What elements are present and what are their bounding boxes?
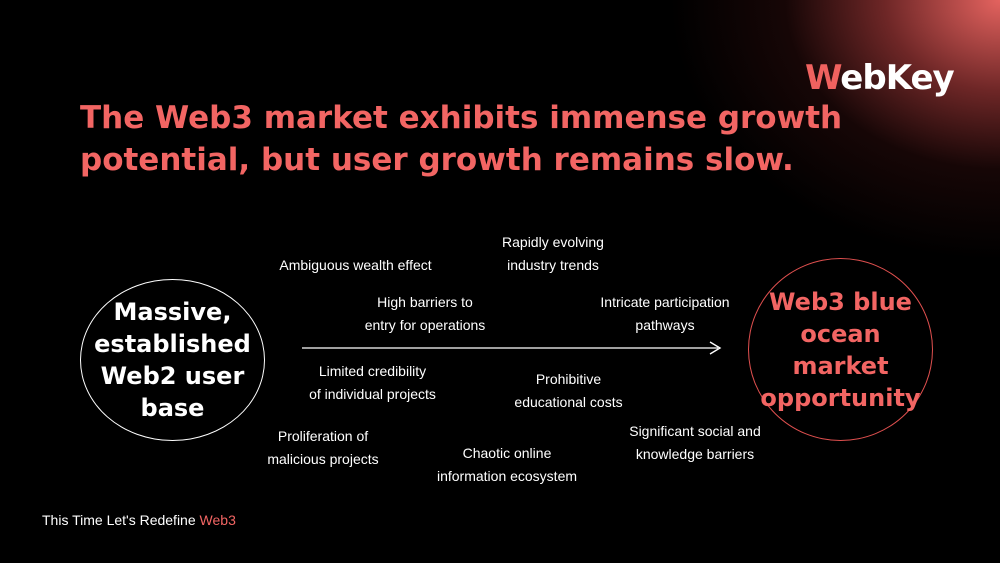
flow-arrow-head <box>709 341 722 355</box>
barrier-participation-pathways: Intricate participation pathways <box>600 294 730 333</box>
footer-tagline: This Time Let's Redefine Web3 <box>42 510 236 530</box>
logo-mark: W <box>805 58 841 98</box>
footer-text: This Time Let's Redefine <box>42 512 200 528</box>
barrier-social-knowledge: Significant social and knowledge barrier… <box>629 423 761 462</box>
barrier-malicious-projects: Proliferation of malicious projects <box>267 428 379 467</box>
barrier-industry-trends: Rapidly evolving industry trends <box>502 234 604 273</box>
logo-text: ebKey <box>840 58 954 98</box>
barrier-entry-operations: High barriers to entry for operations <box>364 294 486 333</box>
web2-user-base-node: Massive, established Web2 user base <box>80 279 265 441</box>
webkey-logo: WebKey <box>805 58 955 98</box>
web3-opportunity-node: Web3 blue ocean market opportunity <box>748 258 933 441</box>
footer-accent: Web3 <box>199 512 236 528</box>
barrier-information-ecosystem: Chaotic online information ecosystem <box>436 445 578 484</box>
flow-arrow <box>302 341 722 355</box>
barrier-project-credibility: Limited credibility of individual projec… <box>309 363 436 402</box>
web2-user-base-label: Massive, established Web2 user base <box>94 298 251 422</box>
web3-opportunity-label: Web3 blue ocean market opportunity <box>760 287 921 412</box>
barrier-educational-costs: Prohibitive educational costs <box>514 371 623 410</box>
barrier-wealth-effect: Ambiguous wealth effect <box>279 257 432 273</box>
slide-title: The Web3 market exhibits immense growth … <box>80 100 843 178</box>
